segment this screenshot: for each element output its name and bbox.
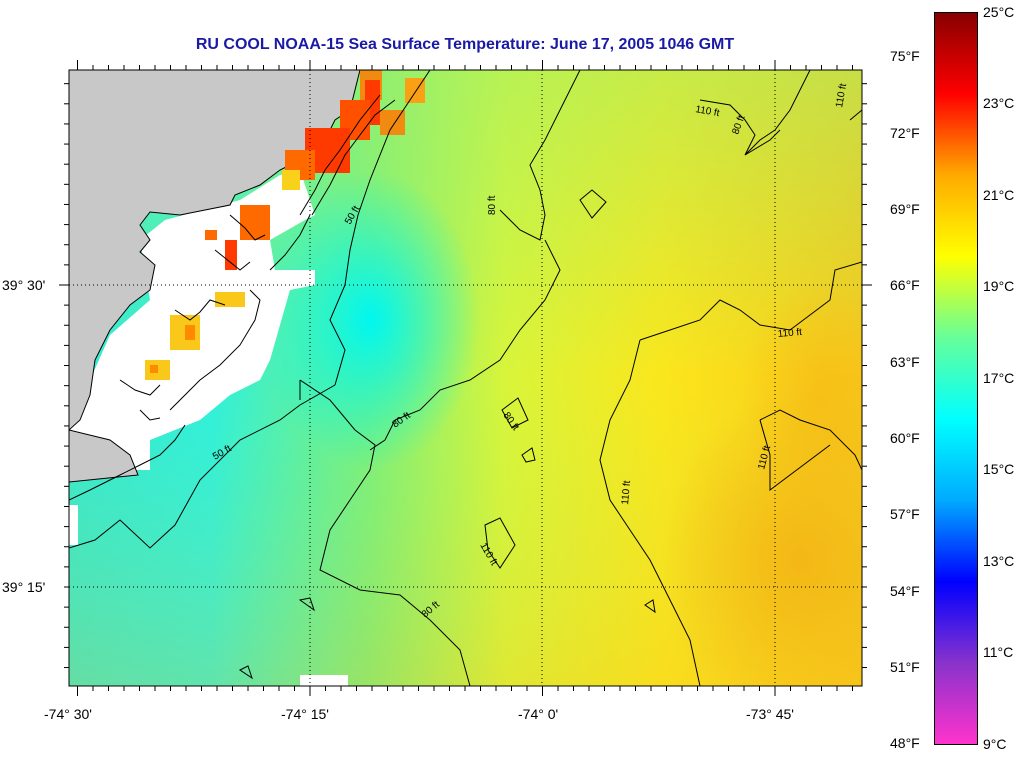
celsius-label: 21°C bbox=[983, 187, 1015, 203]
fahrenheit-label: 54°F bbox=[890, 583, 920, 599]
contour-label: 80 ft bbox=[487, 195, 498, 215]
fahrenheit-label: 57°F bbox=[890, 506, 920, 522]
contour-label: 110 ft bbox=[834, 82, 849, 108]
celsius-label: 11°C bbox=[983, 644, 1014, 660]
fahrenheit-label: 60°F bbox=[890, 430, 920, 446]
fahrenheit-label: 66°F bbox=[890, 277, 920, 293]
temperature-colorbar bbox=[934, 12, 978, 745]
celsius-label: 17°C bbox=[983, 370, 1015, 386]
contour-label: 110 ft bbox=[777, 327, 802, 340]
celsius-label: 15°C bbox=[983, 461, 1015, 477]
depth-contours bbox=[69, 70, 862, 686]
fahrenheit-label: 69°F bbox=[890, 201, 920, 217]
lon-label: -74° 0' bbox=[518, 706, 559, 722]
celsius-label: 9°C bbox=[983, 736, 1007, 752]
lat-label: 39° 30' bbox=[2, 277, 46, 293]
contour-label: 110 ft bbox=[620, 480, 633, 505]
celsius-label: 25°C bbox=[983, 4, 1015, 20]
lon-label: -74° 15' bbox=[281, 706, 329, 722]
celsius-label: 23°C bbox=[983, 95, 1015, 111]
celsius-label: 19°C bbox=[983, 278, 1015, 294]
lat-label: 39° 15' bbox=[2, 579, 46, 595]
fahrenheit-label: 75°F bbox=[890, 48, 920, 64]
lon-label: -74° 30' bbox=[44, 706, 92, 722]
celsius-label: 13°C bbox=[983, 553, 1015, 569]
fahrenheit-label: 51°F bbox=[890, 659, 920, 675]
lon-label: -73° 45' bbox=[746, 706, 794, 722]
contour-label: 110 ft bbox=[694, 104, 720, 119]
chart-title: RU COOL NOAA-15 Sea Surface Temperature:… bbox=[195, 36, 735, 53]
warm-coastal-pixels bbox=[145, 70, 425, 380]
fahrenheit-label: 48°F bbox=[890, 735, 920, 751]
fahrenheit-label: 72°F bbox=[890, 125, 920, 141]
fahrenheit-label: 63°F bbox=[890, 354, 920, 370]
